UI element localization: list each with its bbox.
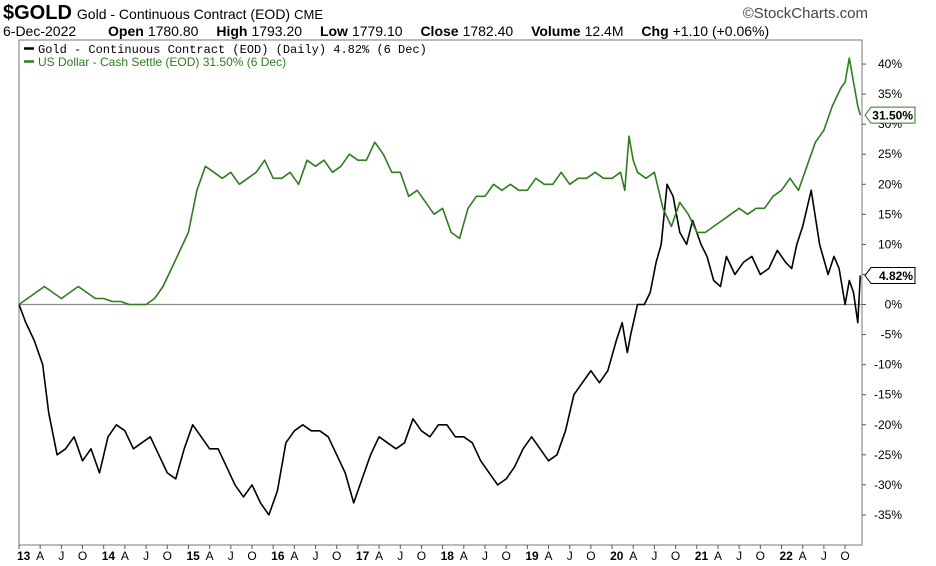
y-tick-label: 35%: [878, 87, 902, 101]
x-tick-label: 16: [271, 549, 285, 563]
close-label: Close: [420, 23, 459, 39]
usd-series-line: [18, 57, 862, 306]
x-tick-label: O: [840, 549, 849, 563]
y-tick-label: 0%: [885, 298, 903, 312]
x-tick-label: A: [206, 549, 214, 563]
y-tick-label: -25%: [874, 448, 902, 462]
y-tick-label: 25%: [878, 147, 902, 161]
last-value-tag: [864, 267, 916, 285]
exchange-label: CME: [294, 7, 323, 22]
x-tick-label: 13: [17, 549, 31, 563]
low-value: 1779.10: [351, 23, 403, 39]
x-tick-label: A: [799, 549, 807, 563]
x-tick-label: O: [332, 549, 341, 563]
chg-value: +1.10 (+0.06%): [672, 23, 770, 39]
quote-date: 6-Dec-2022: [3, 23, 77, 39]
x-tick-label: A: [36, 549, 44, 563]
last-value-label: 4.82%: [879, 269, 913, 283]
y-tick-label: -5%: [881, 328, 903, 342]
stockcharts-brand[interactable]: ©StockCharts.com: [742, 5, 868, 22]
high-label: High: [216, 23, 248, 39]
volume-label: Volume: [531, 23, 581, 39]
x-tick-label: 22: [780, 549, 794, 563]
x-tick-label: A: [545, 549, 553, 563]
x-tick-label: O: [586, 549, 595, 563]
x-tick-label: J: [397, 549, 403, 563]
instrument-description: Gold - Continuous Contract (EOD): [76, 6, 291, 22]
x-tick-label: O: [756, 549, 765, 563]
plot-frame: [18, 39, 863, 546]
ticker-symbol: $GOLD: [3, 2, 72, 24]
x-tick-label: 15: [186, 549, 200, 563]
x-tick-label: A: [714, 549, 722, 563]
x-tick-label: 18: [441, 549, 455, 563]
close-value: 1782.40: [462, 23, 514, 39]
y-tick-label: -35%: [874, 508, 902, 522]
x-tick-label: A: [460, 549, 468, 563]
y-tick-label: -30%: [874, 478, 902, 492]
y-tick-label: -10%: [874, 358, 902, 372]
x-tick-label: O: [671, 549, 680, 563]
chg-label: Chg: [641, 23, 669, 39]
last-value-label: 31.50%: [872, 109, 913, 123]
x-tick-label: J: [143, 549, 149, 563]
high-value: 1793.20: [251, 23, 303, 39]
x-tick-label: J: [821, 549, 827, 563]
volume-value: 12.4M: [584, 23, 624, 39]
x-tick-label: 21: [695, 549, 709, 563]
x-tick-label: J: [736, 549, 742, 563]
x-tick-label: 19: [525, 549, 539, 563]
y-tick-label: 40%: [878, 57, 902, 71]
x-tick-label: 14: [102, 549, 116, 563]
x-tick-label: J: [58, 549, 64, 563]
low-label: Low: [319, 23, 348, 39]
x-tick-label: A: [121, 549, 129, 563]
x-tick-label: O: [163, 549, 172, 563]
x-tick-label: O: [417, 549, 426, 563]
quote-line: 6-Dec-2022 Open 1780.80 High 1793.20 Low 17…: [3, 23, 769, 39]
last-value-tag: [864, 106, 916, 124]
x-tick-label: A: [290, 549, 298, 563]
legend-entry: Gold - Continuous Contract (EOD) (Daily)…: [38, 43, 427, 57]
x-tick-label: O: [78, 549, 87, 563]
open-value: 1780.80: [147, 23, 199, 39]
x-tick-label: J: [228, 549, 234, 563]
x-tick-label: J: [567, 549, 573, 563]
gold-series-line: [18, 183, 862, 516]
x-tick-label: A: [375, 549, 383, 563]
x-tick-label: O: [501, 549, 510, 563]
x-tick-label: O: [247, 549, 256, 563]
y-tick-label: 20%: [878, 177, 902, 191]
x-tick-label: J: [313, 549, 319, 563]
chart-header: $GOLD Gold - Continuous Contract (EOD) CME: [3, 2, 323, 24]
y-tick-label: -20%: [874, 418, 902, 432]
x-tick-label: J: [651, 549, 657, 563]
y-tick-label: 15%: [878, 207, 902, 221]
legend-entry: US Dollar - Cash Settle (EOD) 31.50% (6 …: [38, 55, 286, 69]
y-tick-label: -15%: [874, 388, 902, 402]
x-tick-label: J: [482, 549, 488, 563]
x-tick-label: 20: [610, 549, 624, 563]
x-tick-label: A: [629, 549, 637, 563]
x-tick-label: 17: [356, 549, 370, 563]
open-label: Open: [108, 23, 144, 39]
y-tick-label: 10%: [878, 237, 902, 251]
